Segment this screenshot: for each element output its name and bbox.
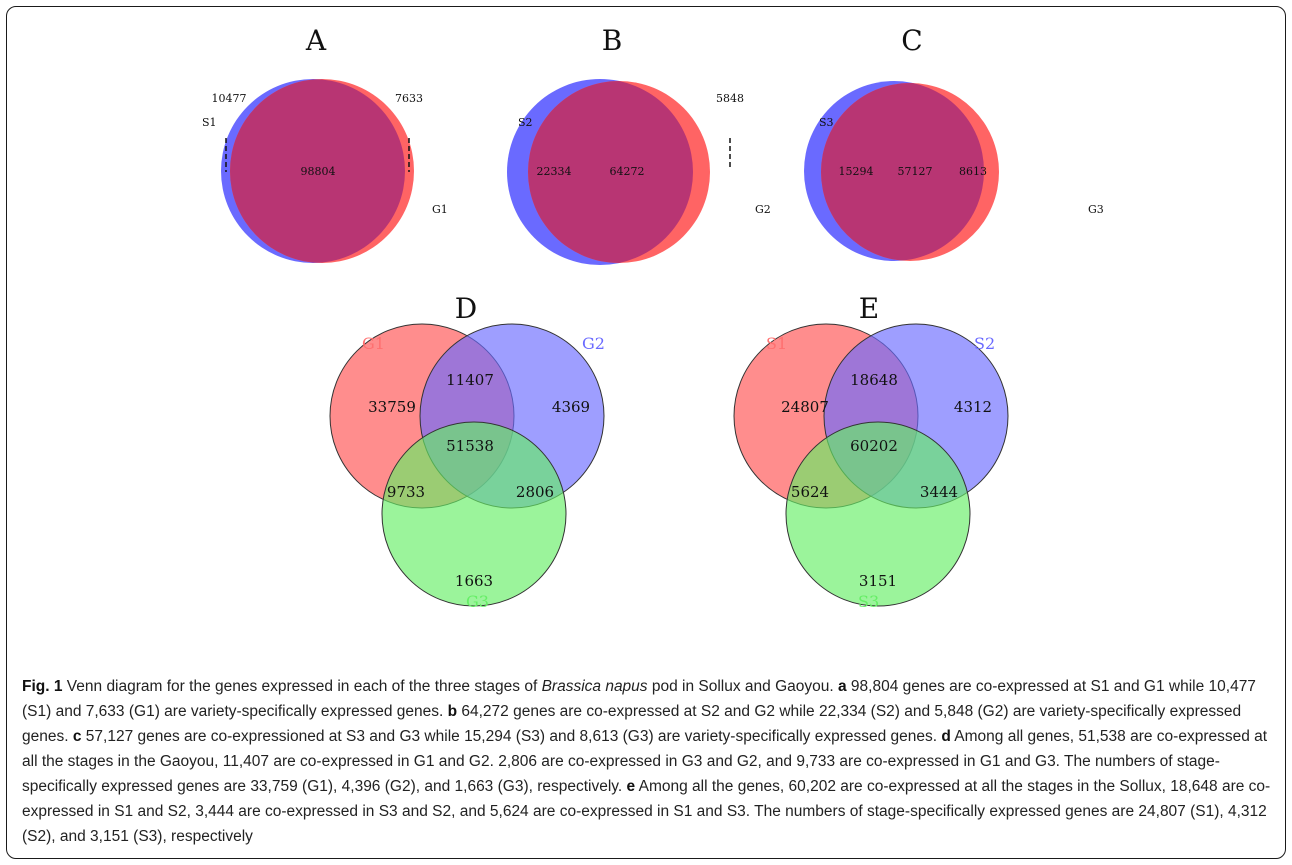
venn-d-circle-g3 bbox=[381, 421, 567, 607]
venn-d-count-g2-g3: 2806 bbox=[516, 483, 554, 501]
panel-c-letter: C bbox=[901, 24, 922, 57]
venn-b-right-count: 5848 bbox=[716, 92, 744, 105]
venn-e-label-s2: S2 bbox=[974, 334, 995, 353]
venn-e-count-all: 60202 bbox=[850, 437, 898, 455]
panel-e-letter: E bbox=[859, 292, 879, 325]
panel-d: D G1 G2 G3 33759 4369 1663 11407 9733 28… bbox=[329, 292, 605, 611]
caption-a-text: 98,804 genes are co-expressed at S1 and … bbox=[22, 678, 1256, 720]
caption-fig-label: Fig. 1 bbox=[22, 678, 63, 695]
caption-e-text: Among all the genes, 60,202 are co-expre… bbox=[22, 778, 1271, 845]
figure-caption: Fig. 1 Venn diagram for the genes expres… bbox=[22, 674, 1272, 849]
caption-intro-end: pod in Sollux and Gaoyou. bbox=[647, 678, 838, 695]
venn-e-count-s2-s3: 3444 bbox=[920, 483, 958, 501]
venn-c-right-count: 8613 bbox=[959, 165, 987, 178]
venn-b-left-count: 22334 bbox=[537, 165, 572, 178]
panel-c: C 15294 57127 8613 S3 G3 bbox=[804, 24, 1104, 261]
venn-a-left-label: S1 bbox=[202, 116, 217, 129]
caption-b-letter: b bbox=[447, 703, 458, 720]
venn-a-shared-count: 98804 bbox=[301, 165, 336, 178]
caption-intro: Venn diagram for the genes expressed in … bbox=[62, 678, 542, 695]
caption-species: Brassica napus bbox=[541, 678, 648, 695]
venn-a-right-count: 7633 bbox=[395, 92, 423, 105]
panel-b: B 5848 22334 64272 S2 G2 bbox=[507, 24, 771, 265]
panel-d-letter: D bbox=[455, 292, 477, 325]
venn-a-left-count: 10477 bbox=[212, 92, 247, 105]
venn-c-left-count: 15294 bbox=[839, 165, 874, 178]
venn-e-count-s2-only: 4312 bbox=[954, 398, 992, 416]
venn-d-count-g3-only: 1663 bbox=[455, 572, 493, 590]
caption-d-text: Among all genes, 51,538 are co-expressed… bbox=[22, 728, 1268, 795]
venn-c-left-label: S3 bbox=[819, 116, 834, 129]
caption-e-letter: e bbox=[626, 778, 636, 795]
venn-e-count-s1-s2: 18648 bbox=[850, 371, 898, 389]
panel-a: A 10477 7633 98804 S1 G1 bbox=[202, 24, 448, 263]
venn-e-circle-s3 bbox=[785, 421, 971, 607]
venn-d-label-g3: G3 bbox=[466, 592, 489, 611]
caption-d-letter: d bbox=[941, 728, 951, 745]
panel-a-letter: A bbox=[305, 24, 327, 57]
venn-c-right-label: G3 bbox=[1088, 203, 1104, 216]
venn-b-right-label: G2 bbox=[755, 203, 771, 216]
panel-b-letter: B bbox=[602, 24, 623, 57]
venn-a-overlap bbox=[230, 79, 405, 263]
venn-d-count-g1-g3: 9733 bbox=[387, 483, 425, 501]
venn-d-count-g2-only: 4369 bbox=[552, 398, 590, 416]
caption-b-text: 64,272 genes are co-expressed at S2 and … bbox=[22, 703, 1242, 745]
venn-d-count-g1-only: 33759 bbox=[368, 398, 416, 416]
venn-c-shared-count: 57127 bbox=[898, 165, 933, 178]
venn-d-count-all: 51538 bbox=[446, 437, 494, 455]
venn-b-shared-count: 64272 bbox=[610, 165, 645, 178]
venn-d-label-g2: G2 bbox=[582, 334, 605, 353]
caption-a-letter: a bbox=[838, 678, 847, 695]
panel-e: E S1 S2 S3 24807 4312 3151 18648 5624 34… bbox=[733, 292, 1009, 611]
venn-d-label-g1: G1 bbox=[362, 334, 385, 353]
venn-c-overlap bbox=[821, 83, 984, 261]
venn-e-count-s3-only: 3151 bbox=[859, 572, 897, 590]
venn-e-count-s1-only: 24807 bbox=[781, 398, 829, 416]
venn-e-count-s1-s3: 5624 bbox=[791, 483, 829, 501]
venn-d-count-g1-g2: 11407 bbox=[446, 371, 494, 389]
venn-e-label-s1: S1 bbox=[766, 334, 787, 353]
venn-e-label-s3: S3 bbox=[858, 592, 879, 611]
venn-b-left-label: S2 bbox=[518, 116, 533, 129]
caption-c-letter: c bbox=[72, 728, 82, 745]
venn-a-right-label: G1 bbox=[432, 203, 448, 216]
caption-c-text: 57,127 genes are co-expressioned at S3 a… bbox=[81, 728, 942, 745]
venn-b-overlap bbox=[528, 81, 693, 263]
venn-figure: A 10477 7633 98804 S1 G1 B 5848 22334 64… bbox=[202, 24, 1104, 611]
